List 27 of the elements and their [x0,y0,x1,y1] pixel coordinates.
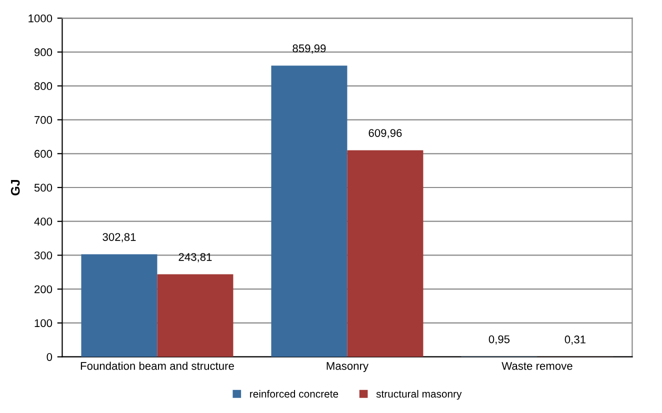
bar [271,66,348,357]
bar [157,274,234,357]
legend-label: reinforced concrete [250,390,338,398]
data-label: 243,81 [178,253,212,262]
data-label: 0,95 [488,335,510,345]
y-tick-label: 1000 [28,14,52,22]
y-tick-label: 600 [34,150,52,158]
data-label: 0,31 [564,336,586,345]
y-tick-label: 200 [34,285,52,294]
y-axis-title: GJ [10,180,20,196]
data-label: 302,81 [102,233,136,242]
data-label: 609,96 [368,129,402,138]
bar [81,254,158,357]
bar [347,150,424,357]
y-tick-label: 500 [34,184,52,192]
y-tick-label: 800 [34,82,52,90]
y-tick-label: 0 [46,353,52,361]
y-tick-label: 300 [34,252,52,260]
data-label: 859,99 [292,44,326,54]
y-tick-label: 900 [34,48,52,56]
x-tick-label: Masonry [326,362,368,372]
y-tick-label: 700 [34,116,52,124]
legend-label: structural masonry [376,390,462,400]
y-tick-label: 100 [34,319,52,328]
x-tick-label: Foundation beam and structure [80,362,234,370]
y-tick-label: 400 [34,218,52,226]
x-tick-label: Waste remove [502,362,572,370]
